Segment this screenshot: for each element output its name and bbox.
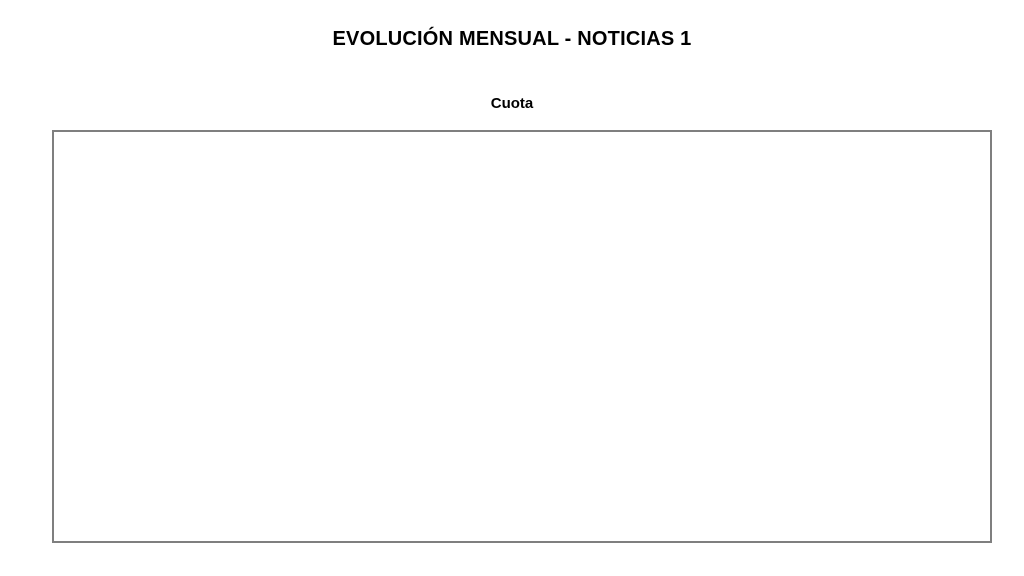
chart-frame bbox=[52, 130, 992, 543]
chart-title: Cuota bbox=[490, 95, 534, 112]
page-title: EVOLUCIÓN MENSUAL - NOTICIAS 1 bbox=[332, 28, 692, 50]
